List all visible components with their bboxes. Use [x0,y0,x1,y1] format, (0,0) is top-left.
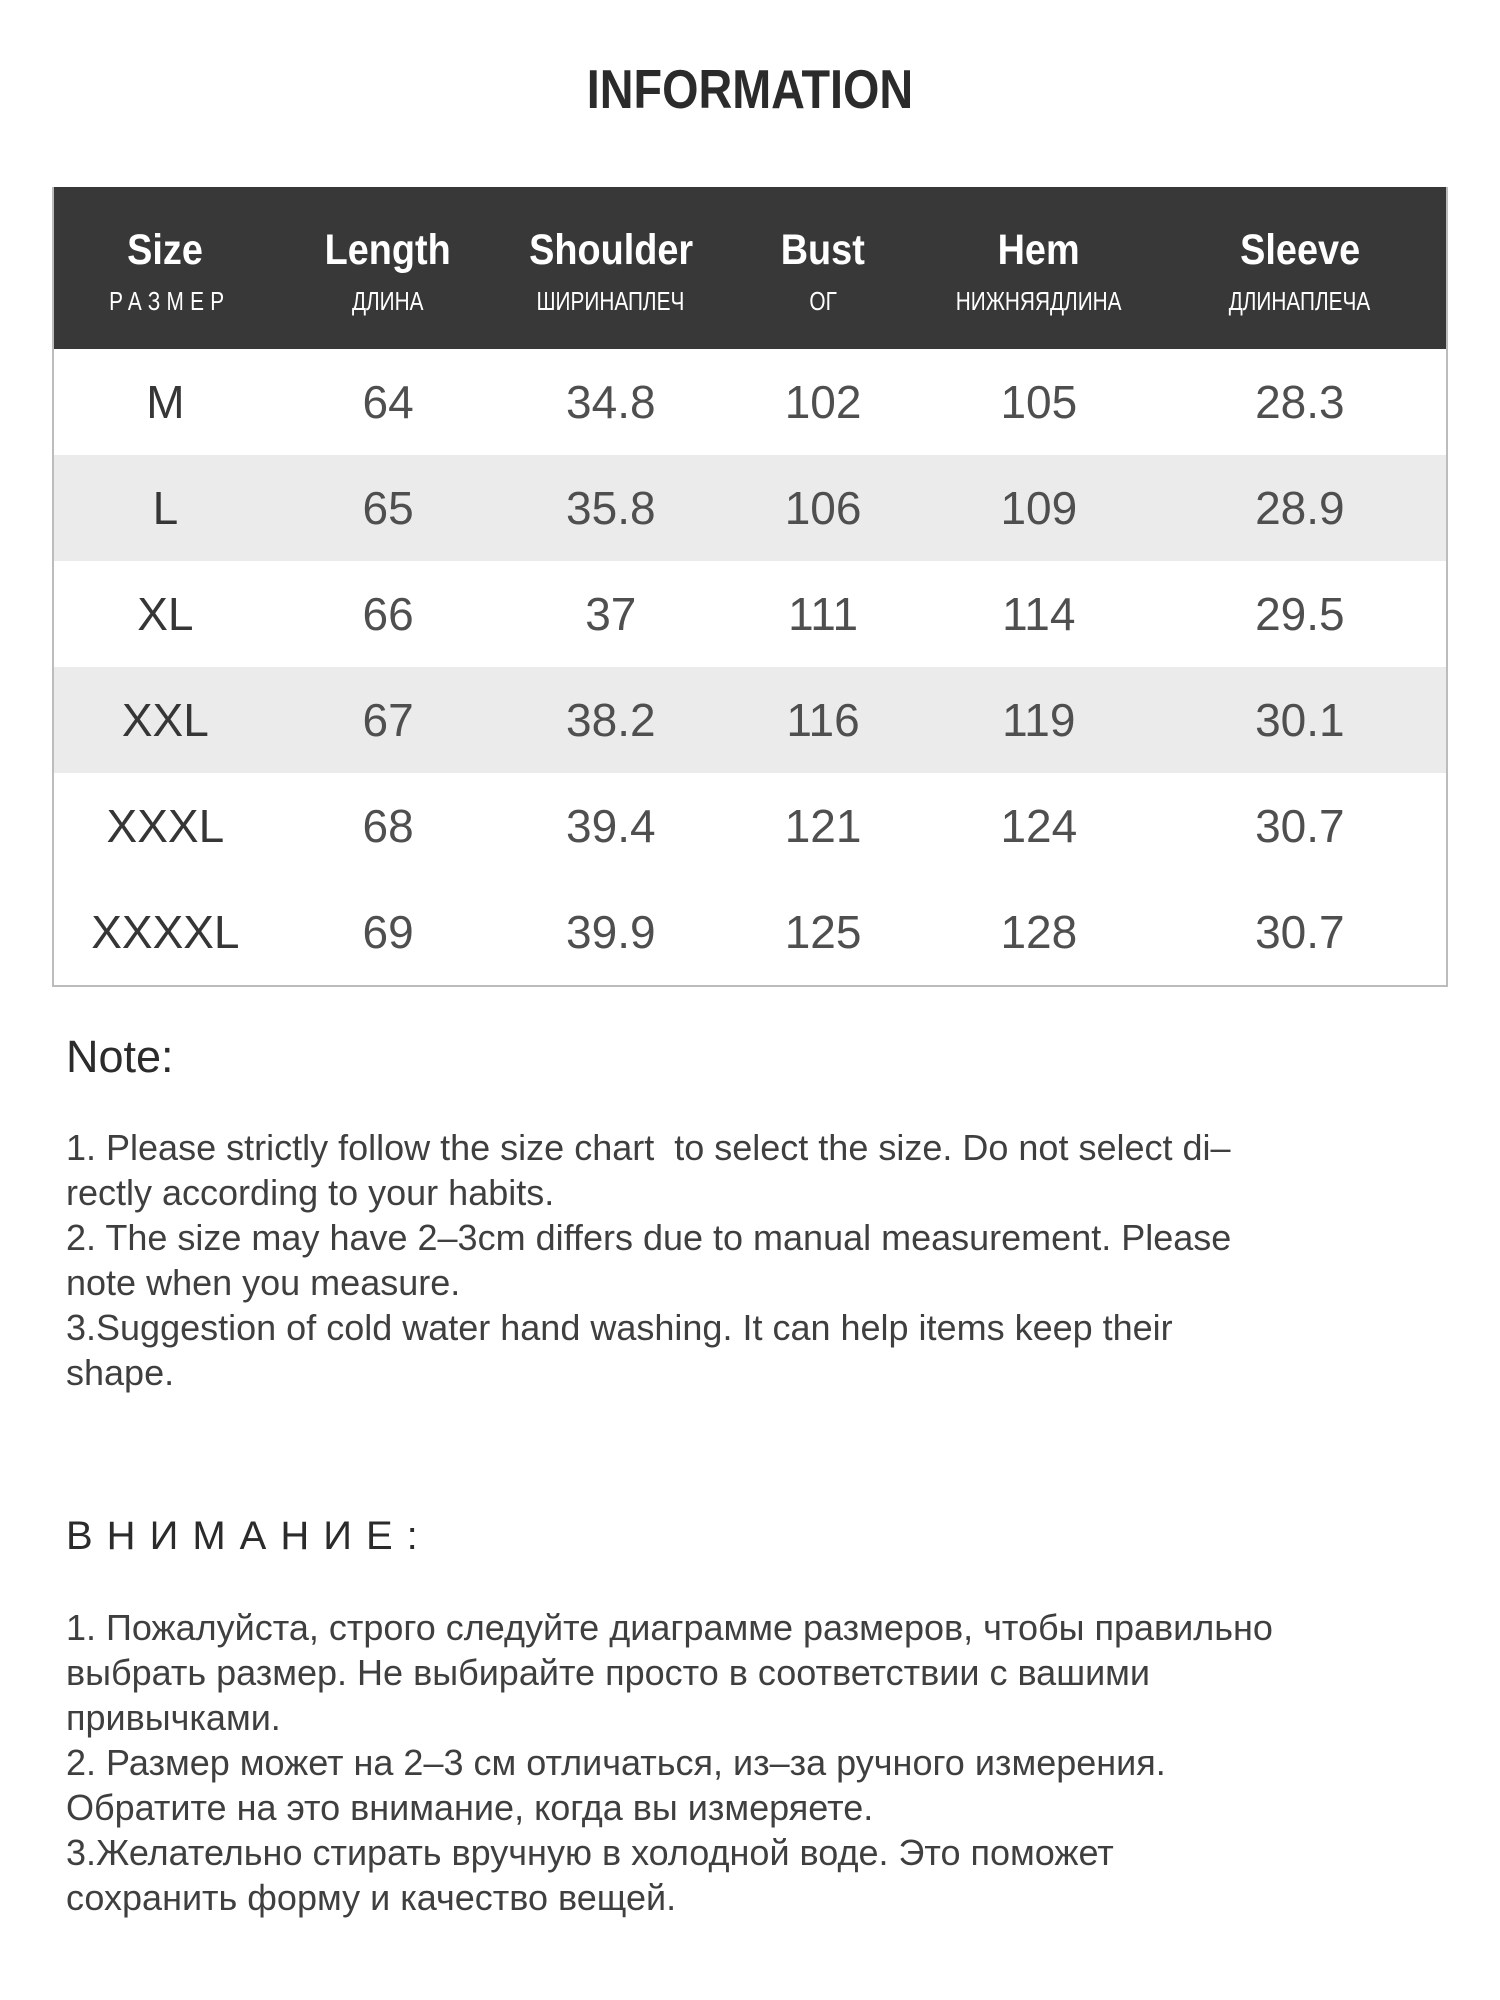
sleeve-cell: 28.3 [1255,376,1345,429]
table-row-l: L 65 35.8 106 109 28.9 [54,455,1446,562]
size-cell: M [146,376,185,429]
column-header-size: Size РАЗМЕР [54,187,277,350]
sleeve-cell: 30.7 [1255,906,1345,959]
column-header-hem: Hem НИЖНЯЯДЛИНА [923,187,1154,350]
bust-cell: 125 [784,906,862,959]
size-table-grid: Size РАЗМЕР Length ДЛИНА Shoulder [54,187,1446,985]
column-header-hem-en: Hem [997,225,1080,274]
column-header-length-ru: ДЛИНА [352,285,424,316]
column-header-sleeve-ru: ДЛИНАПЛЕЧА [1229,285,1371,316]
length-cell: 67 [362,694,414,747]
column-header-sleeve: Sleeve ДЛИНАПЛЕЧА [1153,187,1446,350]
table-row-m: M 64 34.8 102 105 28.3 [54,349,1446,455]
notes-en-body: 1. Please strictly follow the size chart… [66,1127,1232,1393]
column-header-length: Length ДЛИНА [276,187,500,350]
shoulder-cell: 35.8 [566,482,656,535]
length-cell: 69 [362,906,414,959]
bust-cell: 102 [784,376,862,429]
column-header-length-en: Length [325,225,452,274]
shoulder-cell: 34.8 [566,376,656,429]
size-cell: XXXXL [91,906,240,959]
notes-section-ru: ВНИМАНИЕ: 1. Пожалуйста, строго следуйте… [0,1513,1500,1920]
sleeve-cell: 30.7 [1255,800,1345,853]
shoulder-cell: 39.9 [566,906,656,959]
table-row-xxxxl: XXXXL 69 39.9 125 128 30.7 [54,879,1446,985]
length-cell: 65 [362,482,414,535]
table-header-row: Size РАЗМЕР Length ДЛИНА Shoulder [54,187,1446,350]
shoulder-cell: 37 [585,588,637,641]
bust-cell: 106 [784,482,862,535]
hem-cell: 109 [1000,482,1078,535]
column-header-shoulder-en: Shoulder [528,225,693,274]
bust-cell: 111 [788,588,859,641]
hem-cell: 124 [1000,800,1078,853]
size-cell: XXL [121,694,209,747]
page-title-text: INFORMATION [586,58,914,120]
sleeve-cell: 28.9 [1255,482,1345,535]
notes-ru-heading: ВНИМАНИЕ: [66,1514,432,1558]
shoulder-cell: 38.2 [566,694,656,747]
column-header-bust-ru: ОГ [809,285,837,316]
column-header-size-ru: РАЗМЕР [108,285,230,316]
bust-cell: 121 [784,800,862,853]
column-header-size-en: Size [127,225,204,274]
size-cell: L [152,482,179,535]
column-header-shoulder: Shoulder ШИРИНАПЛЕЧ [499,187,723,350]
table-row-xxl: XXL 67 38.2 116 119 30.1 [54,667,1446,774]
size-cell: XL [137,588,194,641]
page-title: INFORMATION [0,0,1500,121]
column-header-shoulder-ru: ШИРИНАПЛЕЧ [536,285,685,316]
column-header-bust: Bust ОГ [722,187,924,350]
length-cell: 64 [362,376,414,429]
column-header-bust-en: Bust [781,225,866,274]
bust-cell: 116 [786,694,860,747]
size-table: Size РАЗМЕР Length ДЛИНА Shoulder [52,187,1448,988]
table-row-xxxl: XXXL 68 39.4 121 124 30.7 [54,773,1446,879]
notes-en-heading: Note: [66,1031,174,1083]
table-row-xl: XL 66 37 111 114 29.5 [54,561,1446,667]
sleeve-cell: 30.1 [1255,694,1345,747]
length-cell: 66 [362,588,414,641]
notes-section-en: Note: 1. Please strictly follow the size… [0,1031,1500,1395]
column-header-sleeve-en: Sleeve [1239,225,1360,274]
hem-cell: 105 [1000,376,1078,429]
hem-cell: 114 [1002,588,1076,641]
hem-cell: 128 [1000,906,1078,959]
sleeve-cell: 29.5 [1255,588,1345,641]
column-header-hem-ru: НИЖНЯЯДЛИНА [955,285,1122,316]
length-cell: 68 [362,800,414,853]
notes-ru-body: 1. Пожалуйста, строго следуйте диаграмме… [66,1607,1273,1918]
shoulder-cell: 39.4 [566,800,656,853]
hem-cell: 119 [1002,694,1076,747]
size-cell: XXXL [106,800,225,853]
